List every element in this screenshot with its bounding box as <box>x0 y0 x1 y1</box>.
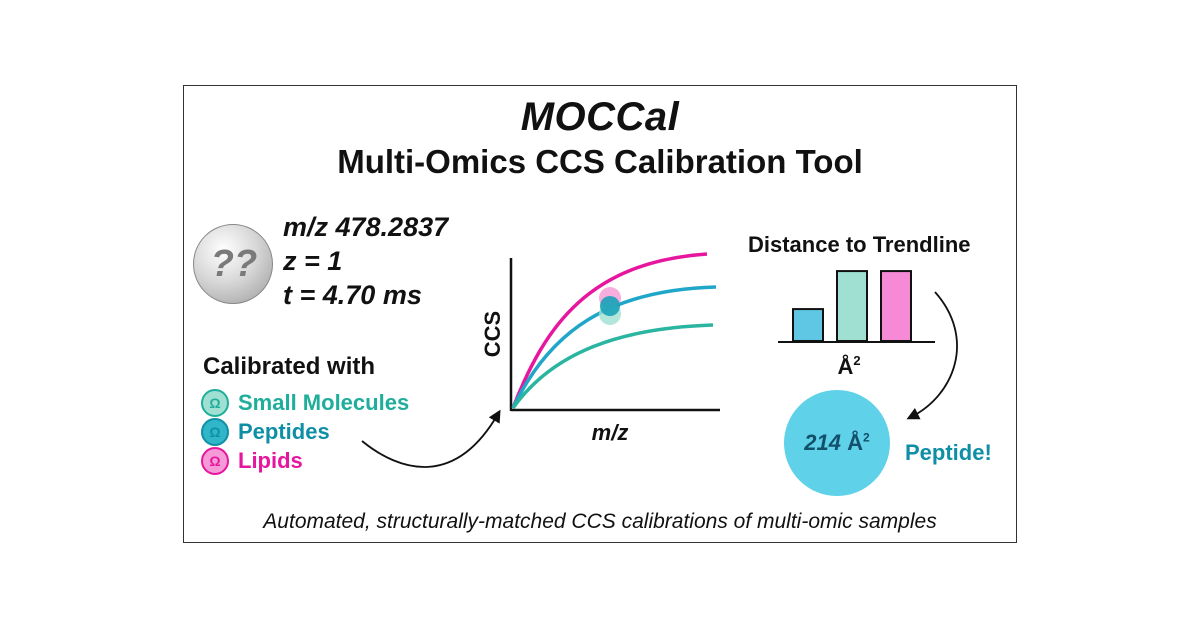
calibrant-legend: Ω Small Molecules Ω Peptides Ω Lipids <box>201 388 409 475</box>
calibration-curve-lipids <box>511 252 708 409</box>
distance-bar <box>880 270 912 342</box>
title: MOCCal <box>520 95 680 139</box>
distance-bar-chart <box>792 270 912 342</box>
legend-label: Peptides <box>238 418 330 444</box>
mz-value: m/z 478.2837 <box>283 212 449 242</box>
legend-item-peptides: Ω Peptides <box>201 417 409 446</box>
distance-bar <box>792 308 824 342</box>
result-value: 214 Å2 <box>804 430 870 455</box>
arrow-to-result <box>906 291 958 420</box>
charge-value: z = 1 <box>283 246 343 276</box>
unknown-symbol: ?? <box>210 243 258 285</box>
footer-caption: Automated, structurally-matched CCS cali… <box>263 510 937 533</box>
unknown-analyte-ball: ?? <box>193 224 273 304</box>
legend-label: Small Molecules <box>238 389 410 415</box>
distance-title: Distance to Trendline <box>748 232 971 257</box>
subtitle: Multi-Omics CCS Calibration Tool <box>337 143 863 180</box>
distance-bar <box>836 270 868 342</box>
legend-item-lipids: Ω Lipids <box>201 446 409 475</box>
omega-icon: Ω <box>201 446 229 475</box>
calibration-heading: Calibrated with <box>203 353 376 380</box>
drift-time-value: t = 4.70 ms <box>283 280 422 310</box>
omega-icon: Ω <box>201 388 229 417</box>
distance-unit-label: Å2 <box>837 353 860 379</box>
chart-y-label: CCS <box>480 311 505 357</box>
result-label: Peptide! <box>905 440 992 465</box>
legend-item-small-molecules: Ω Small Molecules <box>201 388 409 417</box>
result-ball: 214 Å2 <box>784 390 890 496</box>
arrow-to-chart <box>361 409 501 468</box>
chart-x-label: m/z <box>592 420 629 445</box>
analyte-parameters: m/z 478.2837 z = 1 t = 4.70 ms <box>283 210 448 312</box>
calibration-curve-peptides <box>511 285 717 409</box>
omega-icon: Ω <box>201 417 229 446</box>
calibration-curve-small-molecules <box>511 323 714 410</box>
analyte-point-peptides <box>600 296 620 316</box>
legend-label: Lipids <box>238 447 303 473</box>
